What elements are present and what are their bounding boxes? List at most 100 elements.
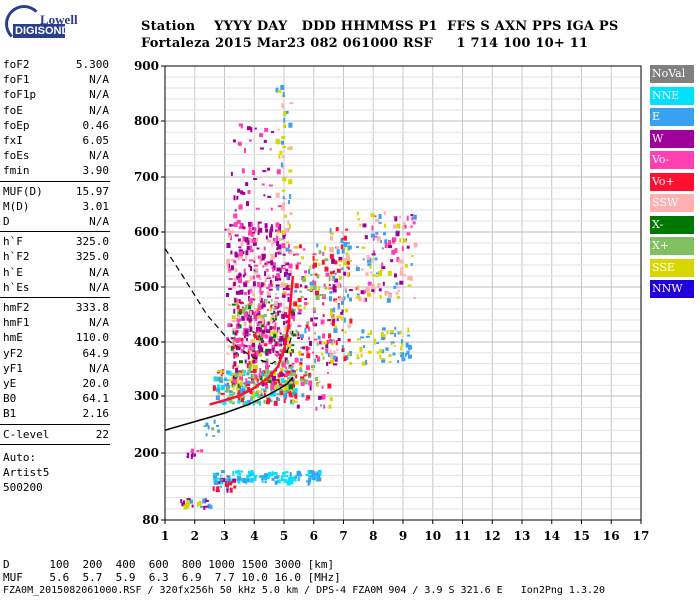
header-values: Fortaleza 2015 Mar23 082 061000 RSF 1 71… [141, 36, 589, 51]
param-foe: foE N/A [3, 104, 109, 118]
echo-point [381, 262, 384, 267]
echo-point [231, 401, 235, 405]
echo-point [253, 275, 255, 280]
echo-point [256, 327, 260, 331]
echo-point [263, 381, 268, 386]
param-value: N/A [89, 73, 109, 87]
echo-point [397, 360, 400, 363]
echo-point [271, 345, 275, 350]
echo-point [309, 340, 312, 346]
echo-point [301, 256, 305, 260]
echo-point [367, 263, 372, 267]
echo-point [361, 329, 365, 334]
echo-point [255, 350, 259, 356]
echo-point [212, 486, 215, 492]
echo-point [256, 391, 259, 396]
echo-point [269, 228, 273, 232]
param-fmin: fmin 3.90 [3, 164, 109, 178]
echo-point [381, 266, 386, 269]
echo-point [253, 178, 258, 180]
echo-point [238, 205, 243, 210]
panel-separator [0, 443, 110, 445]
echo-point [392, 237, 397, 241]
echo-point [367, 292, 371, 297]
echo-point [265, 400, 270, 405]
echo-point [204, 499, 209, 502]
echo-point [411, 254, 414, 257]
echo-point [205, 433, 208, 437]
echo-point [272, 237, 276, 243]
echo-point [264, 480, 267, 484]
echo-point [298, 350, 302, 356]
echo-point [345, 252, 349, 256]
echo-point [228, 278, 233, 281]
echo-point [232, 382, 236, 385]
echo-point [284, 110, 289, 114]
echo-point [239, 289, 244, 295]
echo-point [308, 375, 311, 378]
echo-point [275, 87, 279, 93]
echo-point [307, 288, 311, 291]
echo-point [370, 330, 372, 335]
echo-point [406, 232, 411, 236]
echo-point [308, 477, 312, 483]
param-name: foF1 [3, 73, 30, 87]
echo-point [233, 222, 238, 228]
echo-point [235, 367, 239, 373]
echo-point [250, 470, 254, 476]
echo-point [288, 384, 293, 390]
echo-point [274, 362, 277, 365]
echo-point [258, 373, 261, 378]
echo-point [213, 376, 218, 381]
echo-point [235, 386, 239, 391]
echo-point [238, 257, 241, 261]
echo-point [242, 259, 246, 261]
echo-point [237, 397, 242, 403]
echo-point [254, 264, 259, 267]
echo-point [375, 231, 379, 235]
echo-point [330, 271, 335, 275]
echo-point [274, 344, 278, 347]
echo-point [304, 302, 307, 306]
logo-product: DIGISONDE [13, 24, 77, 38]
echo-point [233, 277, 237, 282]
echo-point [269, 148, 272, 151]
echo-point [234, 332, 238, 336]
echo-point [371, 225, 374, 231]
echo-point [288, 350, 293, 354]
legend-e: E [650, 108, 694, 126]
echo-point [283, 385, 288, 390]
echo-point [229, 487, 233, 493]
echo-point [287, 336, 291, 342]
echo-point [247, 387, 251, 392]
echo-point [239, 376, 244, 381]
echo-point [254, 394, 259, 397]
echo-point [282, 91, 285, 97]
echo-point [314, 358, 317, 363]
echo-point [373, 338, 377, 341]
param-value: 110.0 [75, 331, 109, 345]
echo-point [310, 285, 313, 291]
echo-point [289, 194, 292, 199]
echo-point [307, 302, 310, 305]
echo-point [250, 374, 253, 380]
echo-point [384, 239, 388, 244]
echo-point [265, 348, 269, 354]
echo-point [393, 285, 397, 289]
echo-point [274, 252, 277, 258]
echo-point [244, 359, 247, 364]
echo-point [318, 380, 321, 383]
echo-point [248, 322, 252, 325]
echo-point [273, 307, 276, 311]
echo-point [239, 381, 243, 386]
echo-point [238, 318, 242, 321]
echo-point [341, 329, 344, 332]
echo-point [233, 361, 237, 367]
echo-point [264, 127, 269, 132]
echo-point [269, 279, 272, 285]
echo-point [287, 244, 290, 248]
echo-point [271, 471, 274, 477]
echo-point [252, 227, 255, 230]
echo-point [237, 469, 240, 475]
echo-point [247, 190, 251, 194]
